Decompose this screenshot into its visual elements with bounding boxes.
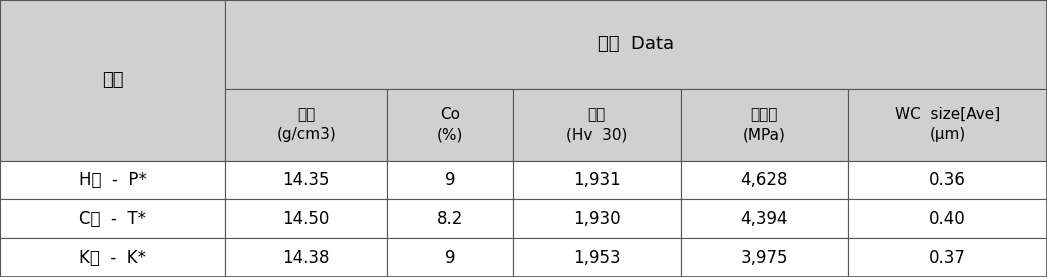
Text: K社  -  K*: K社 - K* [80,249,146,266]
Bar [225,238,387,277]
Text: 밀도
(g/cm3): 밀도 (g/cm3) [276,107,336,142]
Text: 3,975: 3,975 [740,249,788,266]
Text: 14.35: 14.35 [283,171,330,189]
Bar [0,199,225,238]
Bar [225,89,387,161]
Text: C社  -  T*: C社 - T* [80,210,146,228]
Text: 1,931: 1,931 [573,171,621,189]
Text: 0.36: 0.36 [929,171,966,189]
Bar [848,161,1047,199]
Bar [0,0,225,161]
Bar [681,199,848,238]
Text: 분석  Data: 분석 Data [598,35,674,53]
Bar [225,161,387,199]
Bar [0,161,225,199]
Bar [681,161,848,199]
Bar [681,238,848,277]
Text: WC  size[Ave]
(μm): WC size[Ave] (μm) [895,107,1000,142]
Bar [513,238,681,277]
Bar [848,89,1047,161]
Bar [387,199,513,238]
Text: 1,953: 1,953 [573,249,621,266]
Bar [513,89,681,161]
Text: 14.50: 14.50 [283,210,330,228]
Text: 경도
(Hv  30): 경도 (Hv 30) [566,107,627,142]
Bar [513,199,681,238]
Text: 1,930: 1,930 [573,210,621,228]
Bar [387,238,513,277]
Text: Co
(%): Co (%) [437,107,464,142]
Text: 9: 9 [445,249,455,266]
Bar [387,161,513,199]
Text: 0.40: 0.40 [929,210,966,228]
Text: 0.37: 0.37 [929,249,966,266]
Text: 8.2: 8.2 [437,210,464,228]
Bar [513,161,681,199]
Text: 4,394: 4,394 [740,210,788,228]
Text: 4,628: 4,628 [740,171,788,189]
Text: 구분: 구분 [102,71,124,89]
Bar [681,89,848,161]
Text: 항절력
(MPa): 항절력 (MPa) [743,107,785,142]
Text: 14.38: 14.38 [283,249,330,266]
Text: 9: 9 [445,171,455,189]
Bar [848,238,1047,277]
Bar [0,238,225,277]
Bar [387,89,513,161]
Bar [225,0,1047,89]
Bar [225,199,387,238]
Bar [848,199,1047,238]
Text: H社  -  P*: H社 - P* [79,171,147,189]
